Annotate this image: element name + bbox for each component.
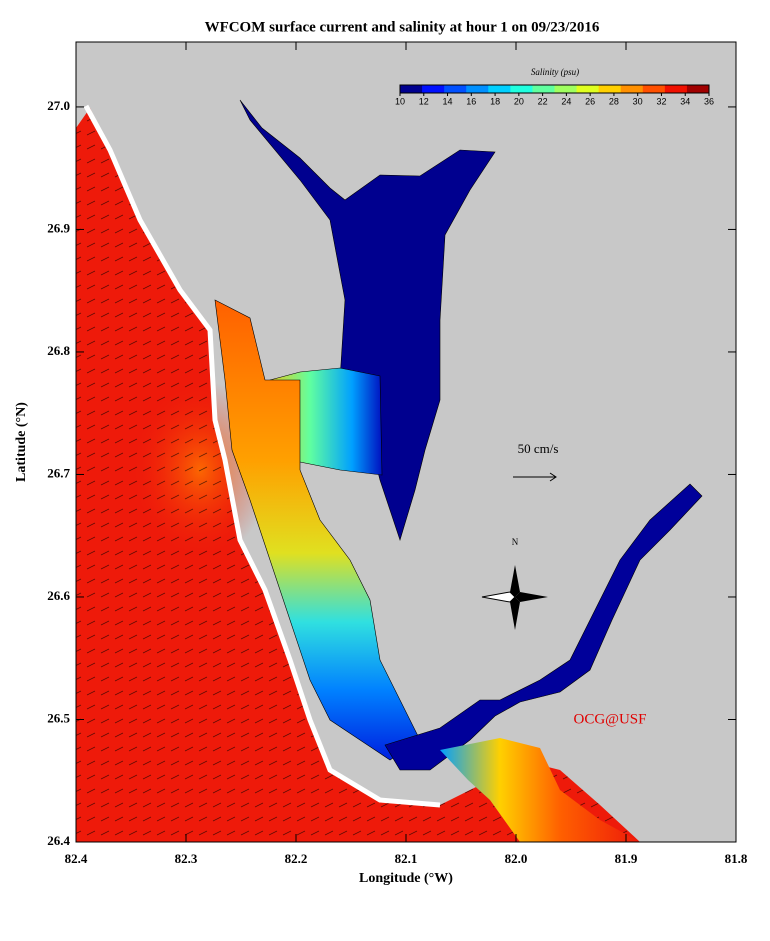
colorbar-tick-label: 22 [538,96,548,106]
colorbar-segment [620,85,644,93]
x-tick-label: 82.0 [505,851,528,866]
scale-arrowhead [549,472,557,482]
colorbar-segment [422,85,445,93]
colorbar-segment [642,85,666,93]
x-tick-label: 82.1 [395,851,418,866]
colorbar-tick-label: 28 [609,96,619,106]
y-tick-label: 26.4 [47,833,70,848]
colorbar-tick-label: 16 [466,96,476,106]
x-tick-label: 82.2 [285,851,308,866]
title: WFCOM surface current and salinity at ho… [205,19,600,35]
colorbar-segment [466,85,489,93]
colorbar-segment [664,85,688,93]
colorbar-tick-label: 34 [680,96,690,106]
estero-bay [440,738,640,842]
y-tick-label: 26.9 [47,220,70,235]
colorbar-segment [686,85,710,93]
x-axis-label: Longitude (°W) [359,871,453,886]
y-tick-label: 26.5 [47,710,70,725]
y-tick-label: 26.7 [47,465,70,480]
colorbar-label: Salinity (psu) [531,67,579,77]
colorbar-segment [400,85,423,93]
y-axis-label: Latitude (°N) [14,402,29,482]
colorbar-segment [576,85,600,93]
colorbar-tick-label: 24 [561,96,571,106]
north-label: N [512,537,519,547]
scale-label: 50 cm/s [518,441,559,456]
y-tick-label: 27.0 [47,98,70,113]
barrier-islands [83,104,441,808]
x-tick-label: 82.3 [175,851,198,866]
colorbar-tick-label: 18 [490,96,500,106]
colorbar-tick-label: 32 [656,96,666,106]
colorbar-tick-label: 20 [514,96,524,106]
y-tick-label: 26.8 [47,343,70,358]
colorbar-tick-label: 10 [395,96,405,106]
colorbar-segment [510,85,533,93]
x-tick-label: 81.8 [725,851,748,866]
x-tick-label: 81.9 [615,851,638,866]
compass [481,565,548,630]
y-tick-label: 26.6 [47,588,70,603]
colorbar-segment [554,85,578,93]
colorbar-segment [488,85,511,93]
caloosahatchee [384,483,703,771]
colorbar-segment [532,85,555,93]
colorbar-tick-label: 30 [633,96,643,106]
map-area [76,42,736,842]
colorbar-segment [444,85,467,93]
charlotte-harbor [239,99,496,541]
colorbar-tick-label: 14 [443,96,453,106]
credit: OCG@USF [573,711,646,727]
colorbar-segment [598,85,622,93]
x-tick-label: 82.4 [65,851,88,866]
current-vectors [76,108,640,842]
colorbar-tick-label: 26 [585,96,595,106]
colorbar-tick-label: 12 [419,96,429,106]
colorbar-frame [399,84,710,94]
colorbar-tick-label: 36 [704,96,714,106]
